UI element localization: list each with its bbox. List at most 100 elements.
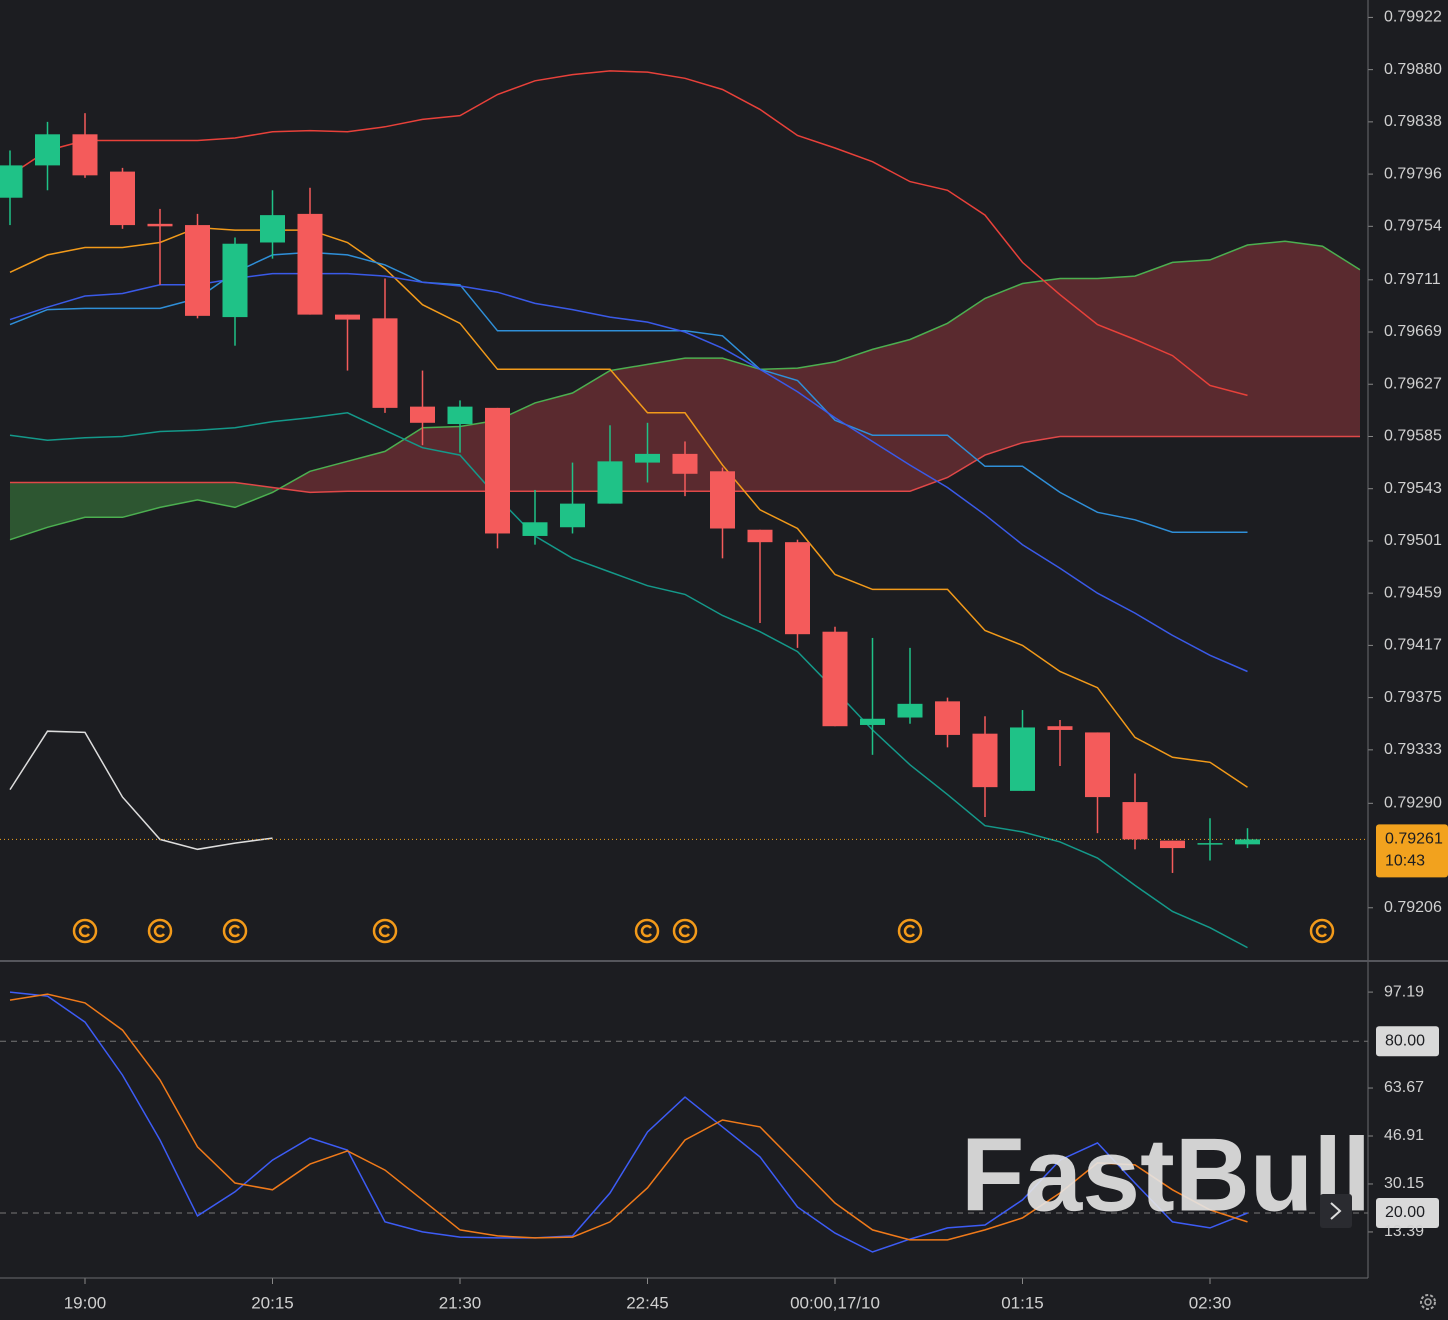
y-tick-label: 0.79543 [1384,480,1442,497]
level-label-box [1376,1198,1439,1229]
cloud-fill [947,298,985,478]
event-icon-glyph [678,924,690,938]
event-icon[interactable] [372,918,398,944]
y-tick-label: 30.15 [1384,1175,1424,1192]
event-icon-ring [672,918,698,944]
x-tick-label: 20:15 [251,1293,294,1312]
event-icon[interactable] [897,918,923,944]
cloud-fill [1135,262,1173,437]
indicator-line [9,226,1248,788]
candle-body [935,701,960,735]
candle-body [1197,843,1223,845]
cloud-fill [722,358,760,492]
y-tick-label: 20.00 [1385,1204,1425,1221]
stochastic-line [9,993,1248,1241]
candle-body [222,243,248,318]
candle-body [447,406,473,425]
level-label-box [1376,1026,1439,1057]
y-tick-label: 0.79627 [1384,375,1442,392]
candle-body [785,542,810,635]
cloud-fill [872,339,910,492]
event-icon[interactable] [1309,918,1335,944]
candle-body [1085,732,1110,798]
candle-body [972,733,998,788]
y-tick-label: 0.79290 [1384,795,1442,812]
candle-body [860,718,885,725]
candle-body [410,406,435,423]
cloud-fill [1097,276,1135,437]
last-price-box [1376,824,1448,878]
y-tick-label: 0.79375 [1384,689,1442,706]
y-tick-label: 0.79333 [1384,741,1442,758]
event-icon-glyph [903,924,915,938]
event-icon-ring [72,918,98,944]
event-icon-glyph [153,924,165,938]
cloud-fill [347,451,385,492]
cloud-fill [1285,241,1323,437]
countdown-label: 10:43 [1385,853,1425,870]
candle-body [372,318,398,408]
candle-body [297,213,323,315]
cloud-fill [122,482,160,518]
event-icon[interactable] [672,918,698,944]
y-tick-label: 0.79206 [1384,899,1442,916]
event-icon-glyph [378,924,390,938]
cloud-fill [985,283,1023,456]
event-icon-ring [1309,918,1335,944]
x-tick-label: 02:30 [1189,1293,1232,1312]
candle-body [747,529,773,543]
cloud-fill [1210,244,1248,437]
settings-icon[interactable] [1420,1294,1436,1310]
event-icon-ring [222,918,248,944]
cloud-fill [47,482,85,528]
event-icon[interactable] [634,918,660,944]
x-tick-label: 19:00 [64,1293,107,1312]
cloud-fill [535,392,573,492]
cloud-fill [422,426,460,492]
y-tick-label: 0.79501 [1384,532,1442,549]
cloud-fill [1247,241,1285,437]
indicator-line [9,412,1248,949]
event-icon[interactable] [147,918,173,944]
watermark: FastBull [961,1117,1371,1233]
candle-body [147,223,173,227]
candle-body [0,165,23,198]
y-tick-label: 0.79880 [1384,61,1442,78]
candle-body [1122,802,1148,840]
event-icon-glyph [640,924,652,938]
event-icon[interactable] [72,918,98,944]
candle-body [1010,727,1035,791]
indicator-line [9,730,273,851]
scroll-button[interactable] [1320,1194,1352,1228]
candle-body [897,703,923,718]
y-tick-label: 80.00 [1385,1033,1425,1050]
candle-body [522,522,548,536]
y-tick-label: 0.79711 [1384,271,1441,288]
cloud-fill [1022,278,1060,443]
y-tick-label: 0.79585 [1384,428,1442,445]
event-icon-glyph [1315,924,1327,938]
cloud-fill [572,370,610,492]
event-icon-ring [372,918,398,944]
cloud-fill [1172,259,1210,437]
cloud-fill [797,361,835,492]
candle-body [1235,839,1260,845]
cloud-fill [760,368,798,492]
cloud-span-a [9,240,1361,541]
y-tick-label: 0.79417 [1384,637,1442,654]
event-icon-ring [897,918,923,944]
indicator-line [9,272,1248,673]
candle-body [672,453,698,474]
candle-body [260,215,285,243]
event-icon[interactable] [222,918,248,944]
cloud-fill [910,323,948,492]
cloud-fill [235,482,273,508]
y-tick-label: 13.39 [1384,1223,1424,1240]
y-tick-label: 0.79754 [1384,218,1442,235]
candle-body [72,134,98,176]
indicator-line [9,70,1248,397]
candle-body [1047,726,1073,730]
